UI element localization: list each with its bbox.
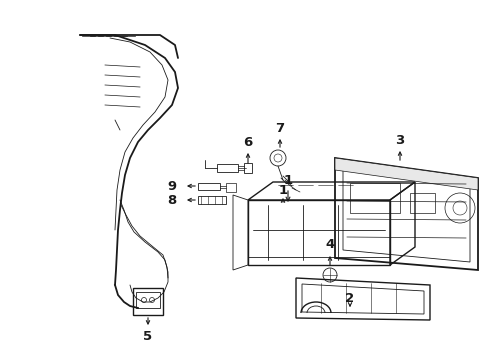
Text: 1: 1 <box>278 184 287 197</box>
Text: 8: 8 <box>166 194 176 207</box>
Text: 6: 6 <box>243 135 252 148</box>
Text: 7: 7 <box>275 122 284 135</box>
Text: 4: 4 <box>325 238 334 252</box>
Text: 1: 1 <box>283 174 292 186</box>
Text: 5: 5 <box>143 329 152 342</box>
Text: 2: 2 <box>345 292 354 305</box>
Text: 3: 3 <box>395 134 404 147</box>
Polygon shape <box>334 158 477 190</box>
Text: 9: 9 <box>166 180 176 193</box>
